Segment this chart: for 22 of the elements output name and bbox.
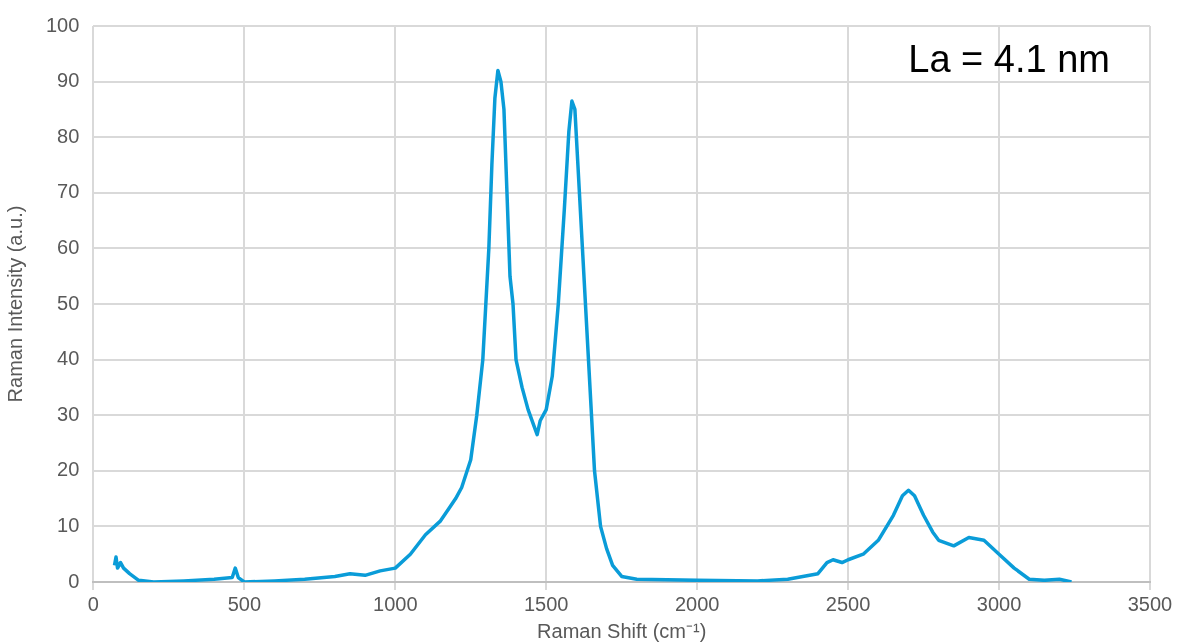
- y-tick-label: 50: [57, 291, 80, 314]
- x-tick-label: 0: [87, 592, 99, 615]
- annotation: La = 4.1 nm: [908, 38, 1110, 81]
- x-tick-label: 1000: [373, 592, 418, 615]
- x-tick-label: 3000: [976, 592, 1022, 615]
- y-tick-label: 90: [57, 69, 80, 92]
- y-tick-label: 30: [57, 402, 80, 425]
- y-tick-label: 10: [57, 513, 80, 536]
- x-tick-label: 2000: [674, 592, 720, 615]
- y-tick-label: 70: [57, 180, 80, 203]
- x-tick-label: 2500: [825, 592, 871, 615]
- y-tick-label: 100: [45, 13, 80, 36]
- x-tick-label: 3500: [1127, 592, 1173, 615]
- y-tick-label: 80: [57, 124, 80, 147]
- x-axis-title: Raman Shift (cm⁻¹): [537, 619, 707, 642]
- y-tick-label: 60: [57, 235, 80, 258]
- x-tick-label: 500: [227, 592, 261, 615]
- y-axis-title: Raman Intensity (a.u.): [3, 205, 26, 403]
- y-tick-label: 0: [68, 569, 80, 592]
- y-tick-label: 20: [57, 458, 80, 481]
- y-tick-label: 40: [57, 347, 80, 370]
- x-tick-label: 1500: [523, 592, 569, 615]
